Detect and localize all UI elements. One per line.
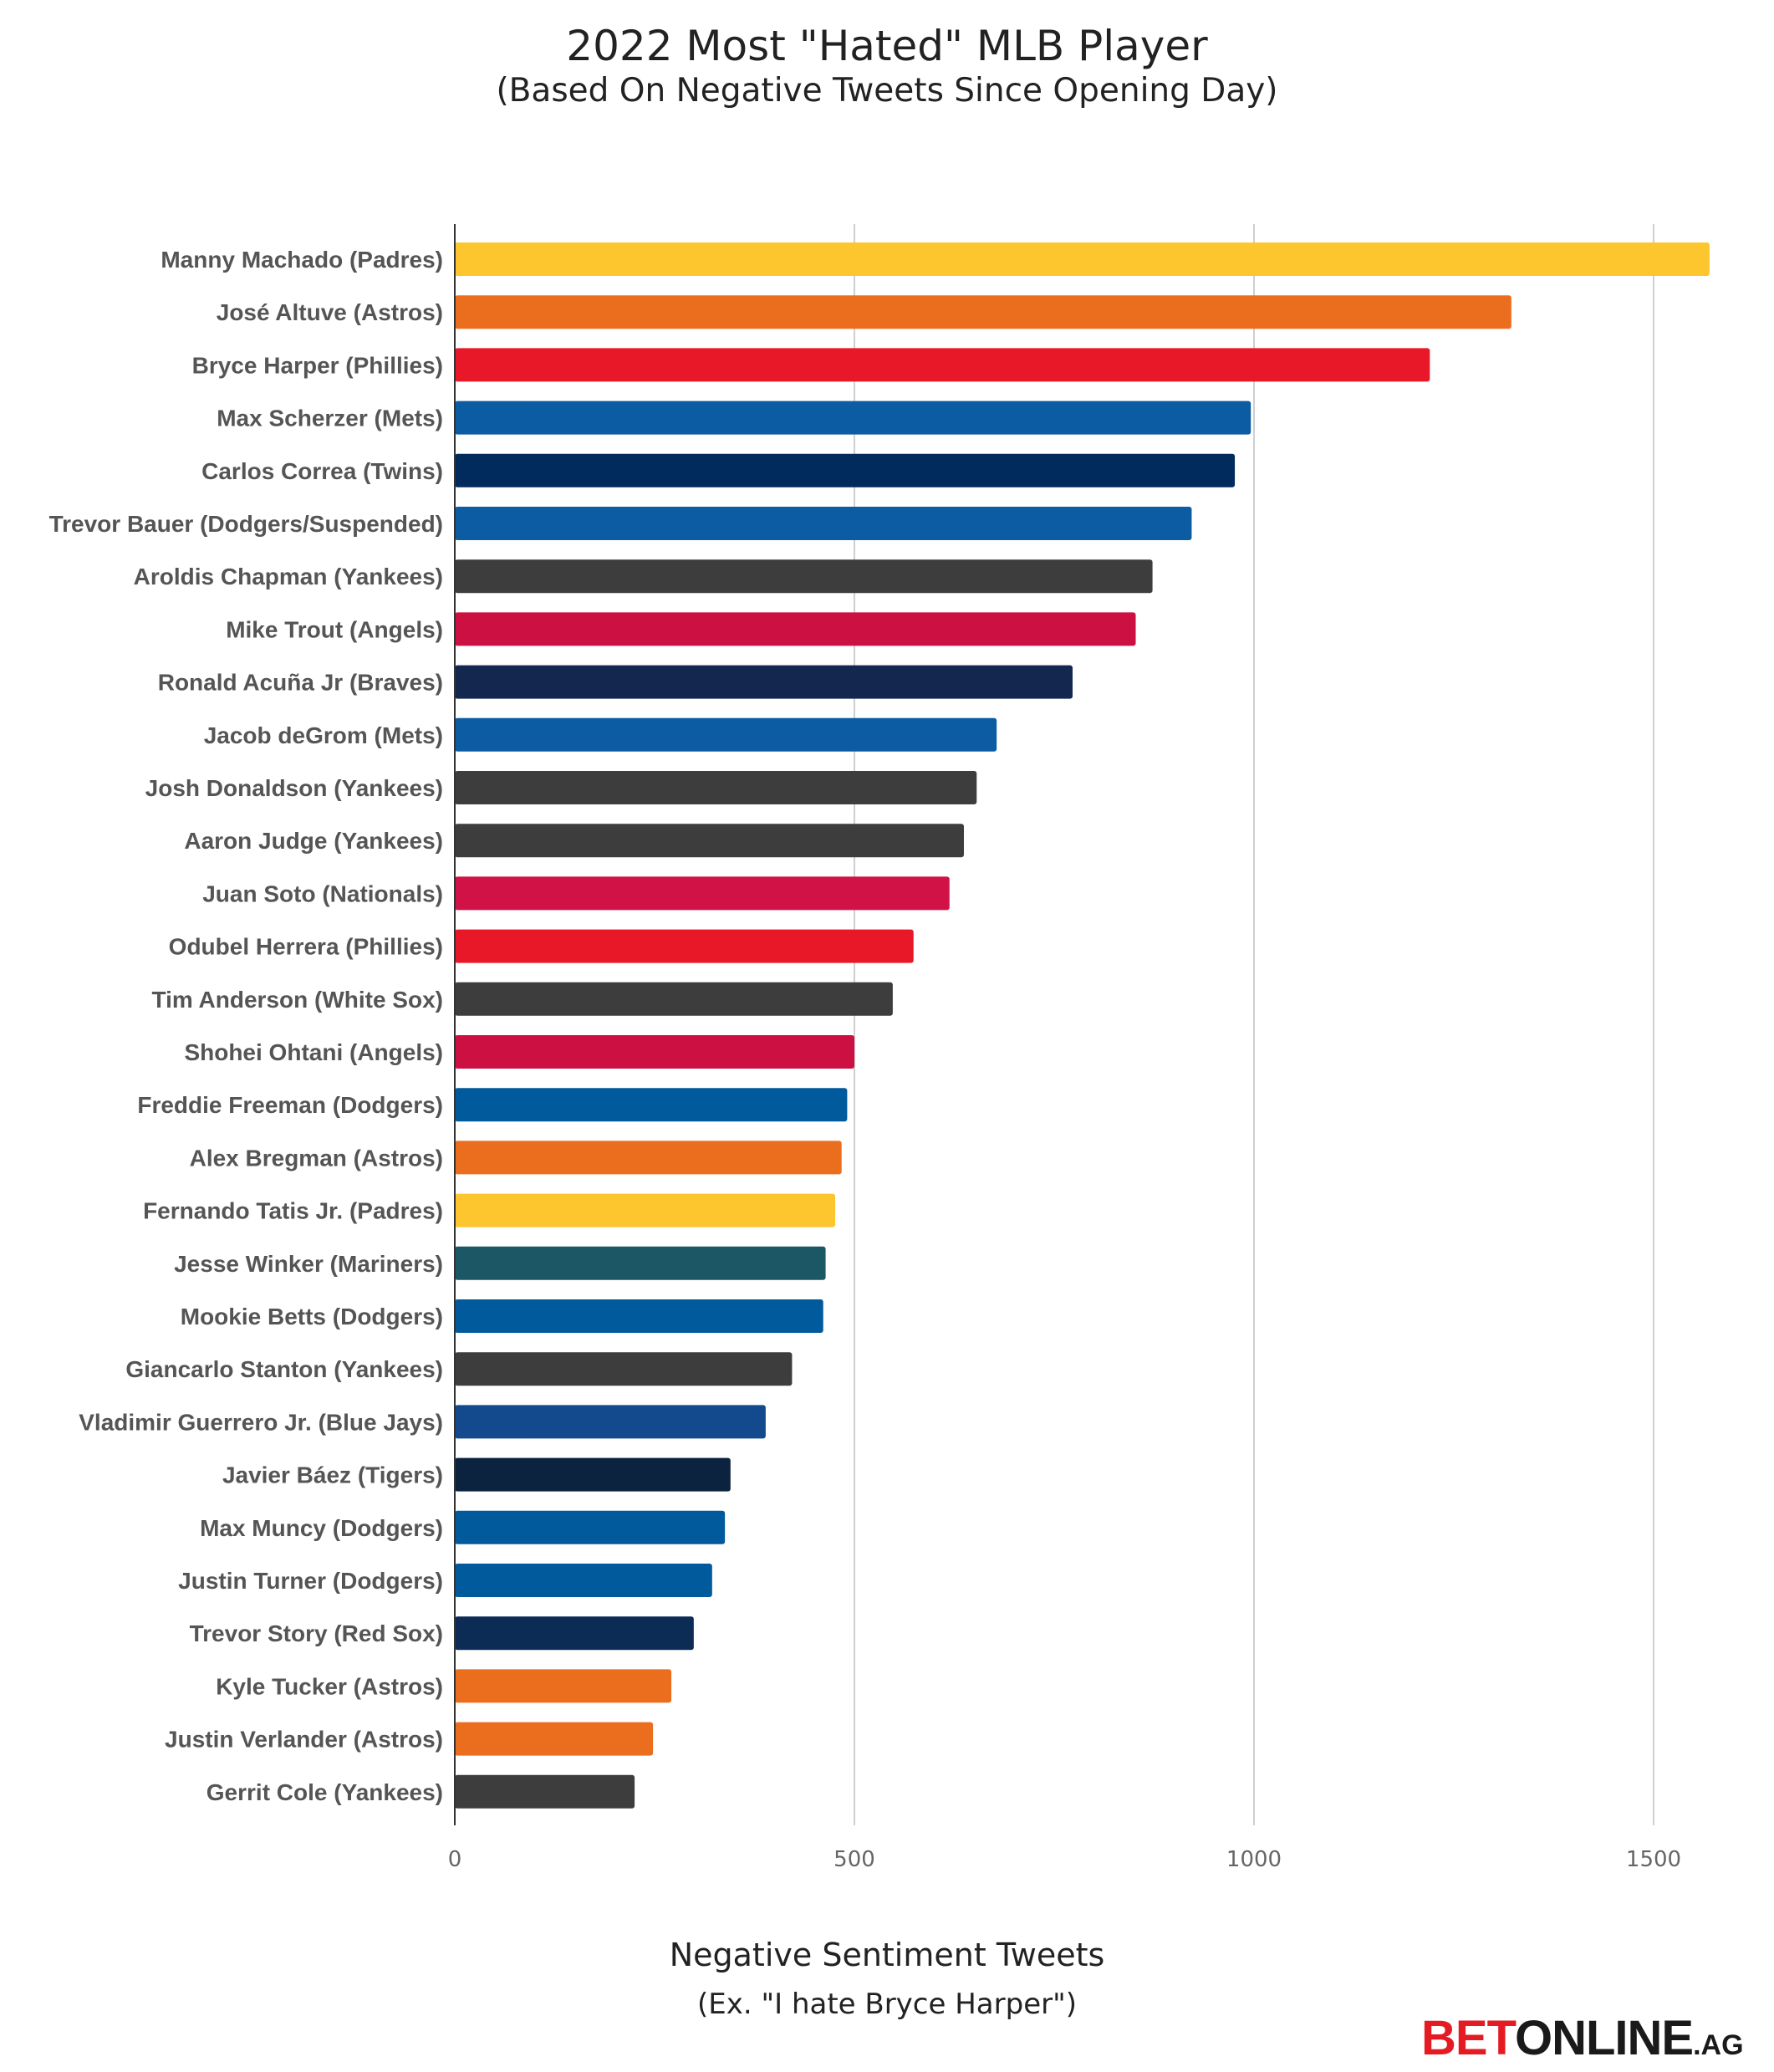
bar	[455, 1299, 823, 1333]
x-axis-sublabel: (Ex. "I hate Bryce Harper")	[696, 1988, 1077, 2021]
bar	[455, 1774, 635, 1809]
bar	[455, 1246, 826, 1280]
category-label: Juan Soto (Nationals)	[202, 880, 443, 906]
x-tick-label: 1000	[1226, 1847, 1282, 1872]
category-label: Trevor Bauer (Dodgers/Suspended)	[49, 511, 443, 537]
x-axis-label: Negative Sentiment Tweets	[669, 1937, 1105, 1973]
category-label: Jacob deGrom (Mets)	[204, 722, 443, 748]
category-label: Max Muncy (Dodgers)	[200, 1515, 443, 1541]
bar	[455, 612, 1136, 646]
bar	[455, 1088, 848, 1122]
category-label: Justin Turner (Dodgers)	[178, 1568, 443, 1594]
bar-chart: Manny Machado (Padres) José Altuve (Astro…	[49, 224, 1710, 1872]
tick-labels: 0 500 1000 1500	[448, 1847, 1681, 1872]
category-label: Giancarlo Stanton (Yankees)	[125, 1356, 443, 1382]
bar	[455, 559, 1153, 594]
category-label: Mike Trout (Angels)	[226, 616, 443, 642]
x-tick-label: 1500	[1626, 1847, 1681, 1872]
category-label: Alex Bregman (Astros)	[190, 1145, 443, 1171]
category-label: Mookie Betts (Dodgers)	[181, 1304, 443, 1329]
category-label: Aroldis Chapman (Yankees)	[134, 564, 443, 589]
bar	[455, 1141, 842, 1175]
bar	[455, 453, 1236, 487]
category-label: Trevor Story (Red Sox)	[190, 1620, 443, 1646]
bar	[455, 1510, 726, 1544]
category-label: Manny Machado (Padres)	[161, 247, 443, 273]
bar	[455, 1722, 654, 1756]
category-label: Javier Báez (Tigers)	[222, 1462, 443, 1488]
bar	[455, 242, 1710, 276]
bar	[455, 1616, 694, 1651]
bar	[455, 982, 893, 1016]
category-label: Fernando Tatis Jr. (Padres)	[143, 1198, 443, 1224]
bar	[455, 1457, 731, 1492]
x-tick-label: 0	[448, 1847, 462, 1872]
bar	[455, 1352, 793, 1386]
bar	[455, 665, 1073, 699]
bar	[455, 507, 1192, 540]
category-label: Bryce Harper (Phillies)	[192, 352, 443, 378]
bar	[455, 1669, 672, 1703]
bar	[455, 1405, 766, 1439]
category-label: Tim Anderson (White Sox)	[152, 987, 443, 1013]
gridlines	[854, 224, 1654, 1825]
betonline-logo: BETONLINE.AG	[1421, 2011, 1744, 2065]
category-label: Aaron Judge (Yankees)	[184, 828, 443, 854]
chart-subtitle: (Based On Negative Tweets Since Opening …	[496, 72, 1278, 110]
category-label: Freddie Freeman (Dodgers)	[137, 1092, 443, 1118]
bar	[455, 876, 950, 911]
category-label: Justin Verlander (Astros)	[165, 1727, 443, 1753]
category-label: Kyle Tucker (Astros)	[216, 1673, 443, 1699]
bar	[455, 295, 1511, 329]
bar	[455, 1193, 836, 1227]
bar	[455, 929, 914, 963]
bars	[455, 242, 1710, 1809]
category-label: Carlos Correa (Twins)	[201, 458, 443, 484]
category-label: Shohei Ohtani (Angels)	[184, 1039, 443, 1065]
bar	[455, 824, 964, 858]
bar	[455, 401, 1251, 435]
bar	[455, 1035, 854, 1069]
category-label: Ronald Acuña Jr (Braves)	[158, 670, 443, 696]
x-tick-label: 500	[833, 1847, 875, 1872]
chart-title: 2022 Most "Hated" MLB Player	[566, 22, 1208, 70]
category-label: Jesse Winker (Mariners)	[174, 1251, 443, 1277]
category-label: Gerrit Cole (Yankees)	[206, 1779, 443, 1805]
bar	[455, 1564, 712, 1597]
category-label: Odubel Herrera (Phillies)	[169, 934, 443, 960]
category-label: José Altuve (Astros)	[217, 299, 443, 325]
category-label: Josh Donaldson (Yankees)	[145, 775, 443, 801]
bar	[455, 348, 1430, 382]
category-label: Vladimir Guerrero Jr. (Blue Jays)	[79, 1409, 443, 1435]
bar	[455, 717, 997, 752]
category-labels: Manny Machado (Padres) José Altuve (Astro…	[49, 247, 443, 1805]
bar	[455, 771, 977, 804]
category-label: Max Scherzer (Mets)	[217, 406, 443, 431]
